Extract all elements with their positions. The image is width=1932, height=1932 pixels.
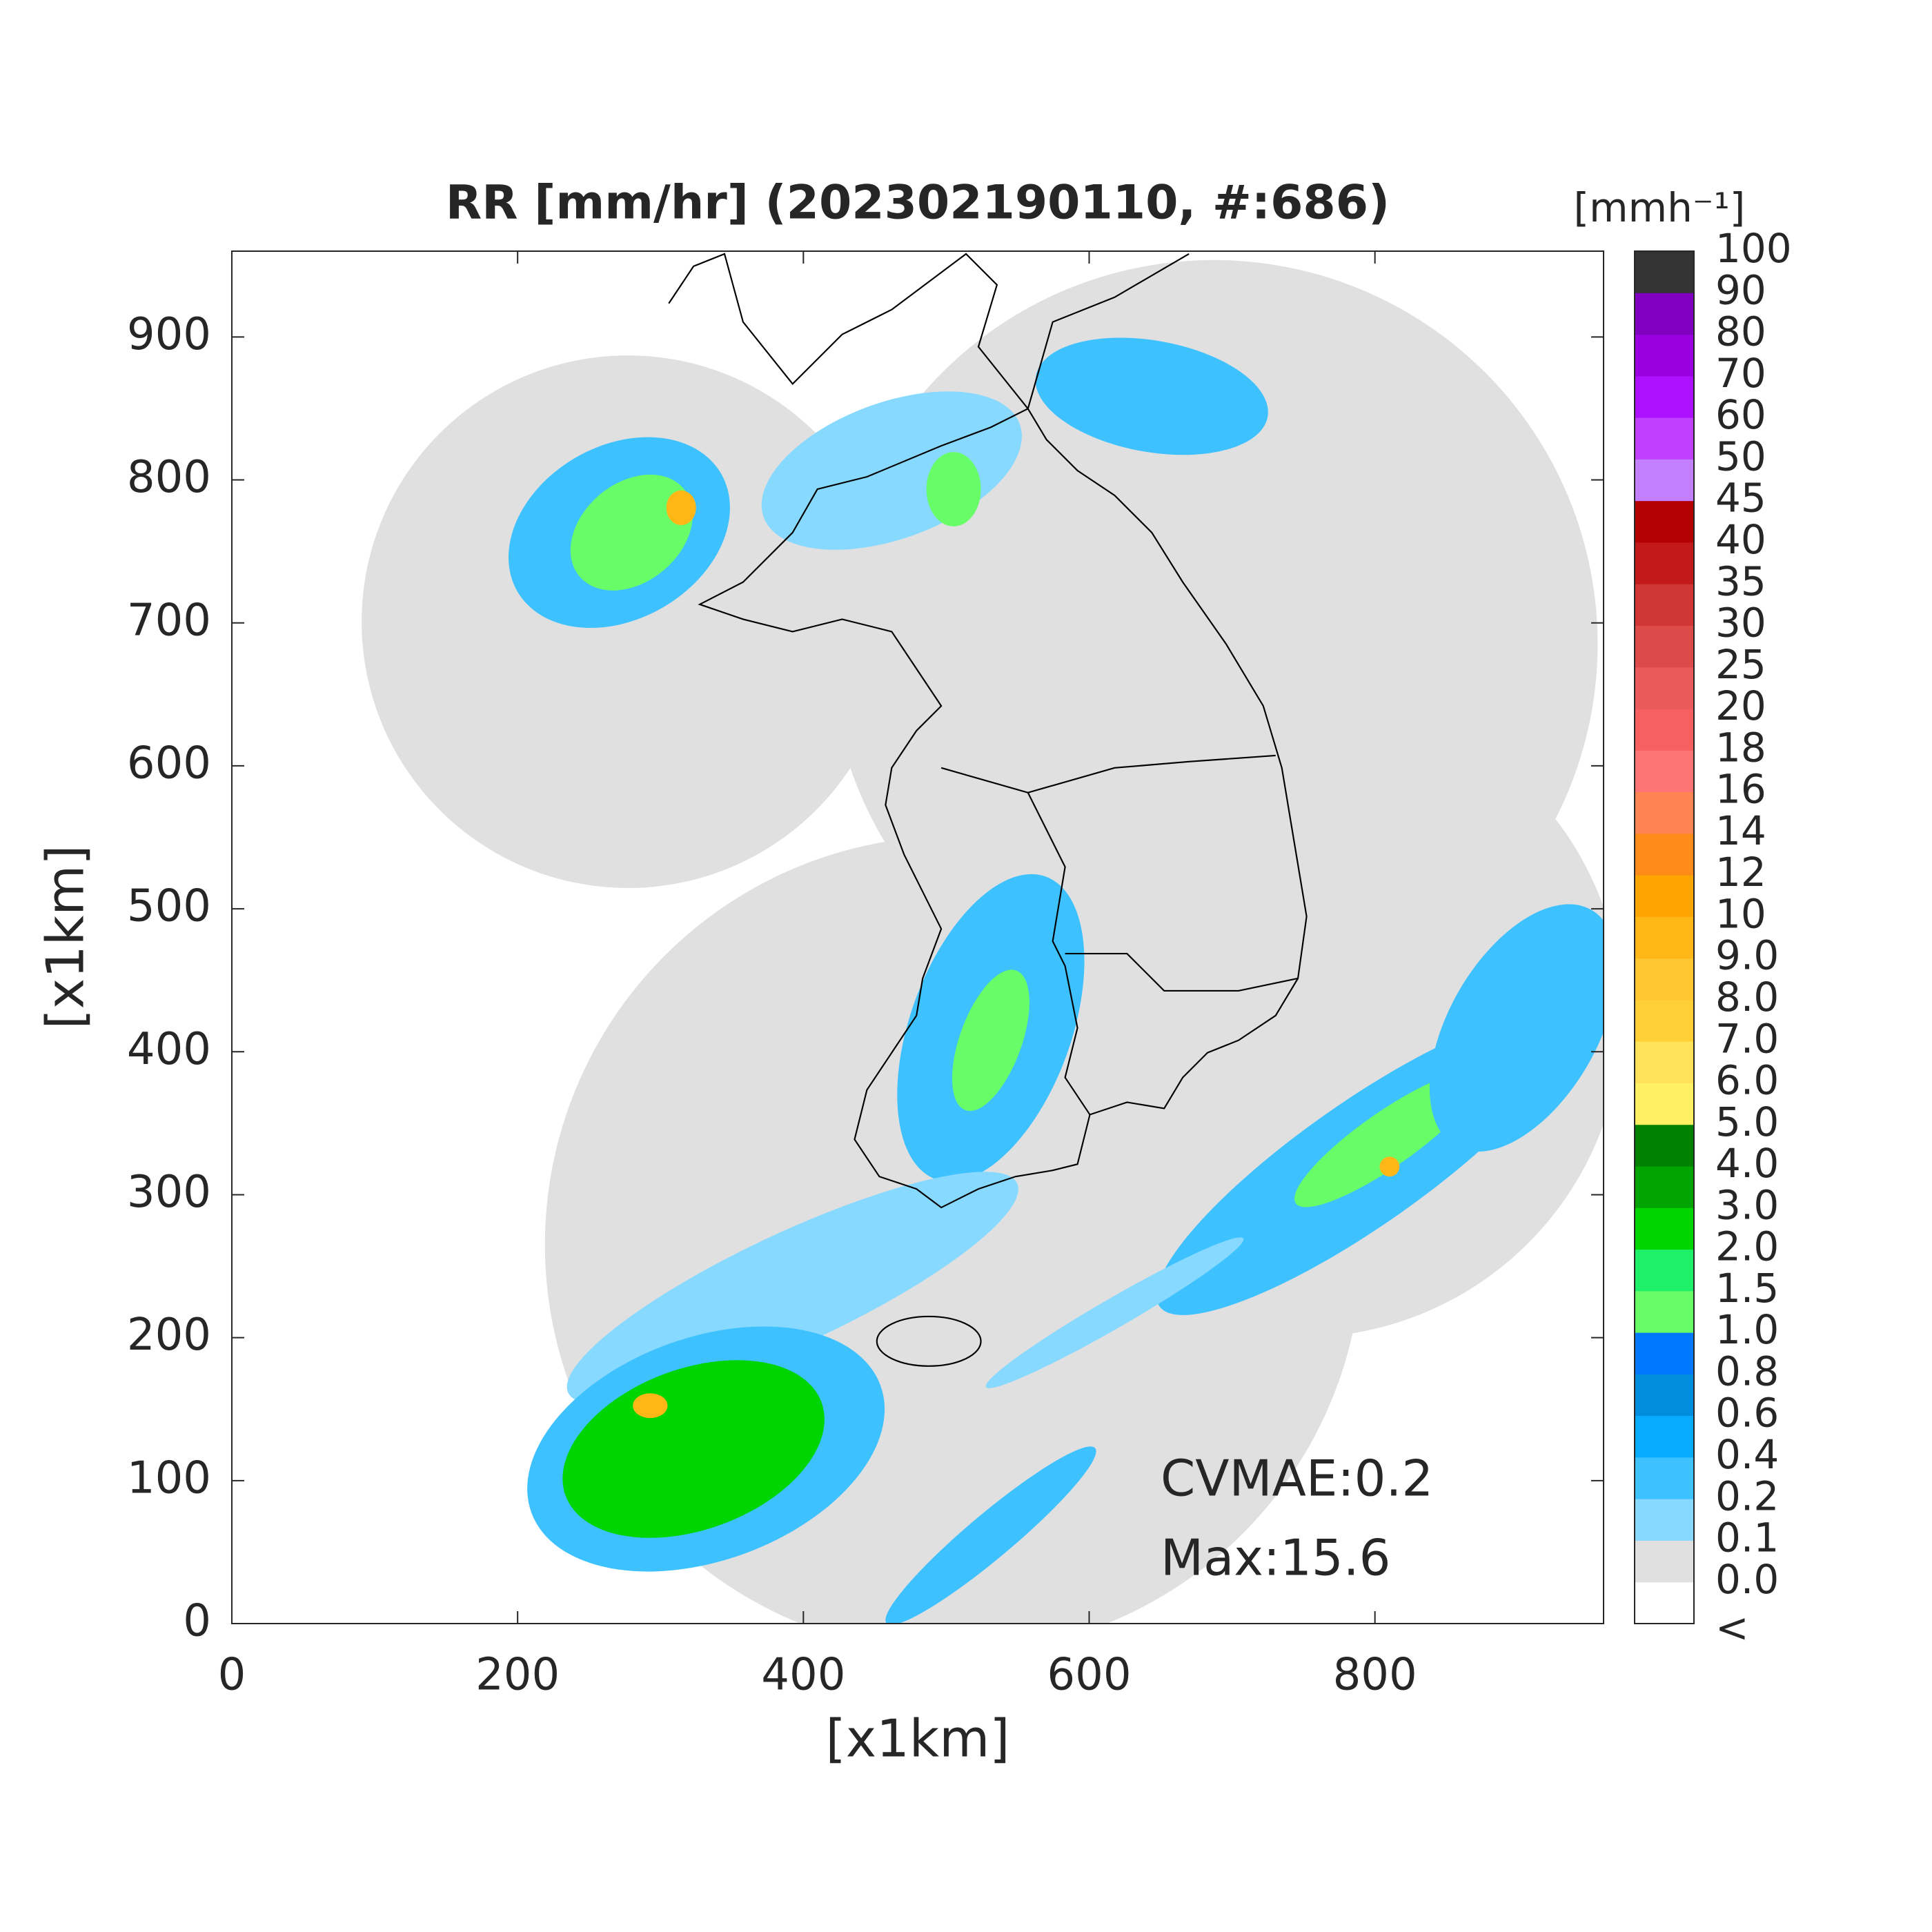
x-tick-label: 600 [1047, 1650, 1131, 1701]
x-tick-label: 200 [475, 1650, 560, 1701]
y-tick-label: 900 [127, 309, 211, 360]
colorbar-bin [1635, 750, 1694, 793]
chart-title: RR [mm/hr] (202302190110, #:686) [446, 176, 1390, 230]
colorbar-label: 12 [1715, 849, 1766, 896]
radar-field [362, 253, 1604, 1624]
colorbar-bin [1635, 916, 1694, 959]
y-tick-label: 700 [127, 595, 211, 646]
y-tick-label: 0 [183, 1596, 211, 1647]
colorbar-bin [1635, 459, 1694, 502]
colorbar-label: 70 [1715, 350, 1766, 397]
colorbar-label: 1.5 [1715, 1265, 1779, 1312]
colorbar-bin [1635, 1540, 1694, 1583]
colorbar-label: 40 [1715, 516, 1766, 563]
colorbar-label: 7.0 [1715, 1015, 1779, 1062]
colorbar-bin [1635, 334, 1694, 377]
colorbar-label: 100 [1715, 225, 1792, 272]
y-tick-label: 100 [127, 1452, 211, 1504]
colorbar-bin [1635, 667, 1694, 709]
colorbar-label: 0.1 [1715, 1515, 1779, 1561]
colorbar-bin [1635, 1290, 1694, 1333]
colorbar-bin [1635, 1581, 1694, 1624]
x-tick-label: 0 [218, 1650, 246, 1701]
x-tick-label: 400 [761, 1650, 845, 1701]
colorbar-label: 60 [1715, 391, 1766, 438]
colorbar-bin [1635, 1374, 1694, 1417]
colorbar-label: 0.6 [1715, 1390, 1779, 1437]
colorbar-bin [1635, 875, 1694, 917]
colorbar-label: 20 [1715, 682, 1766, 729]
colorbar-label: 0.2 [1715, 1472, 1779, 1519]
colorbar-label: 3.0 [1715, 1181, 1779, 1228]
colorbar-label: 4.0 [1715, 1140, 1779, 1187]
colorbar-bin [1635, 251, 1694, 293]
colorbar-label: 0.4 [1715, 1431, 1779, 1478]
colorbar-label: 0.8 [1715, 1348, 1779, 1394]
colorbar-label: 45 [1715, 475, 1766, 522]
colorbar-bin [1635, 293, 1694, 335]
x-axis-label: [x1km] [825, 1708, 1009, 1769]
colorbar-bin [1635, 1124, 1694, 1167]
y-tick-label: 300 [127, 1167, 211, 1218]
colorbar-label: 10 [1715, 890, 1766, 937]
colorbar-bin [1635, 584, 1694, 626]
colorbar-bin [1635, 1041, 1694, 1083]
colorbar-label: 1.0 [1715, 1306, 1779, 1353]
colorbar-label: 80 [1715, 308, 1766, 355]
colorbar-label: 30 [1715, 600, 1766, 647]
coastlines [668, 253, 1308, 1367]
colorbar-bin [1635, 709, 1694, 751]
colorbar-bin [1635, 1208, 1694, 1250]
colorbar-bin [1635, 791, 1694, 834]
colorbar-label: 50 [1715, 433, 1766, 480]
colorbar-bin [1635, 375, 1694, 418]
colorbar-bin [1635, 1499, 1694, 1541]
y-tick-label: 800 [127, 452, 211, 503]
colorbar-label: 0.0 [1715, 1556, 1779, 1603]
colorbar-label: 14 [1715, 807, 1766, 854]
rain-echoes [508, 337, 1604, 1624]
x-tick-label: 800 [1333, 1650, 1417, 1701]
colorbar-label: 25 [1715, 641, 1766, 688]
colorbar-label: 16 [1715, 766, 1766, 813]
colorbar-bin [1635, 999, 1694, 1042]
colorbar-label: 6.0 [1715, 1057, 1779, 1104]
y-tick-label: 500 [127, 881, 211, 932]
colorbar-bin [1635, 417, 1694, 460]
colorbar-bin [1635, 542, 1694, 584]
colorbar-bin [1635, 1415, 1694, 1458]
colorbar-bin [1635, 1457, 1694, 1499]
colorbar-frame [1634, 250, 1695, 1624]
y-tick-label: 600 [127, 738, 211, 789]
colorbar-label: 9.0 [1715, 932, 1779, 979]
radar-layer [362, 253, 1604, 1624]
colorbar-title: [mmh⁻¹] [1574, 184, 1746, 231]
y-tick-label: 200 [127, 1310, 211, 1361]
colorbar-bin [1635, 625, 1694, 668]
colorbar-bin [1635, 500, 1694, 543]
colorbar-label: 5.0 [1715, 1098, 1779, 1145]
axes-frame [231, 250, 1604, 1624]
colorbar-label: 8.0 [1715, 974, 1779, 1021]
colorbar-bin [1635, 1166, 1694, 1208]
y-axis-label: [x1km] [35, 845, 96, 1029]
y-tick-label: 400 [127, 1024, 211, 1075]
colorbar-bin [1635, 1083, 1694, 1125]
annotation: CVMAE:0.2 [1161, 1450, 1433, 1508]
colorbar-bin [1635, 1332, 1694, 1374]
colorbar-label: < [1715, 1604, 1749, 1651]
colorbar-label: 2.0 [1715, 1223, 1779, 1270]
colorbar-label: 90 [1715, 266, 1766, 313]
colorbar-label: 35 [1715, 558, 1766, 604]
colorbar-label: 18 [1715, 724, 1766, 771]
colorbar-bin [1635, 1249, 1694, 1292]
annotation: Max:15.6 [1161, 1529, 1390, 1587]
colorbar-bin [1635, 958, 1694, 1000]
colorbar-bin [1635, 833, 1694, 876]
